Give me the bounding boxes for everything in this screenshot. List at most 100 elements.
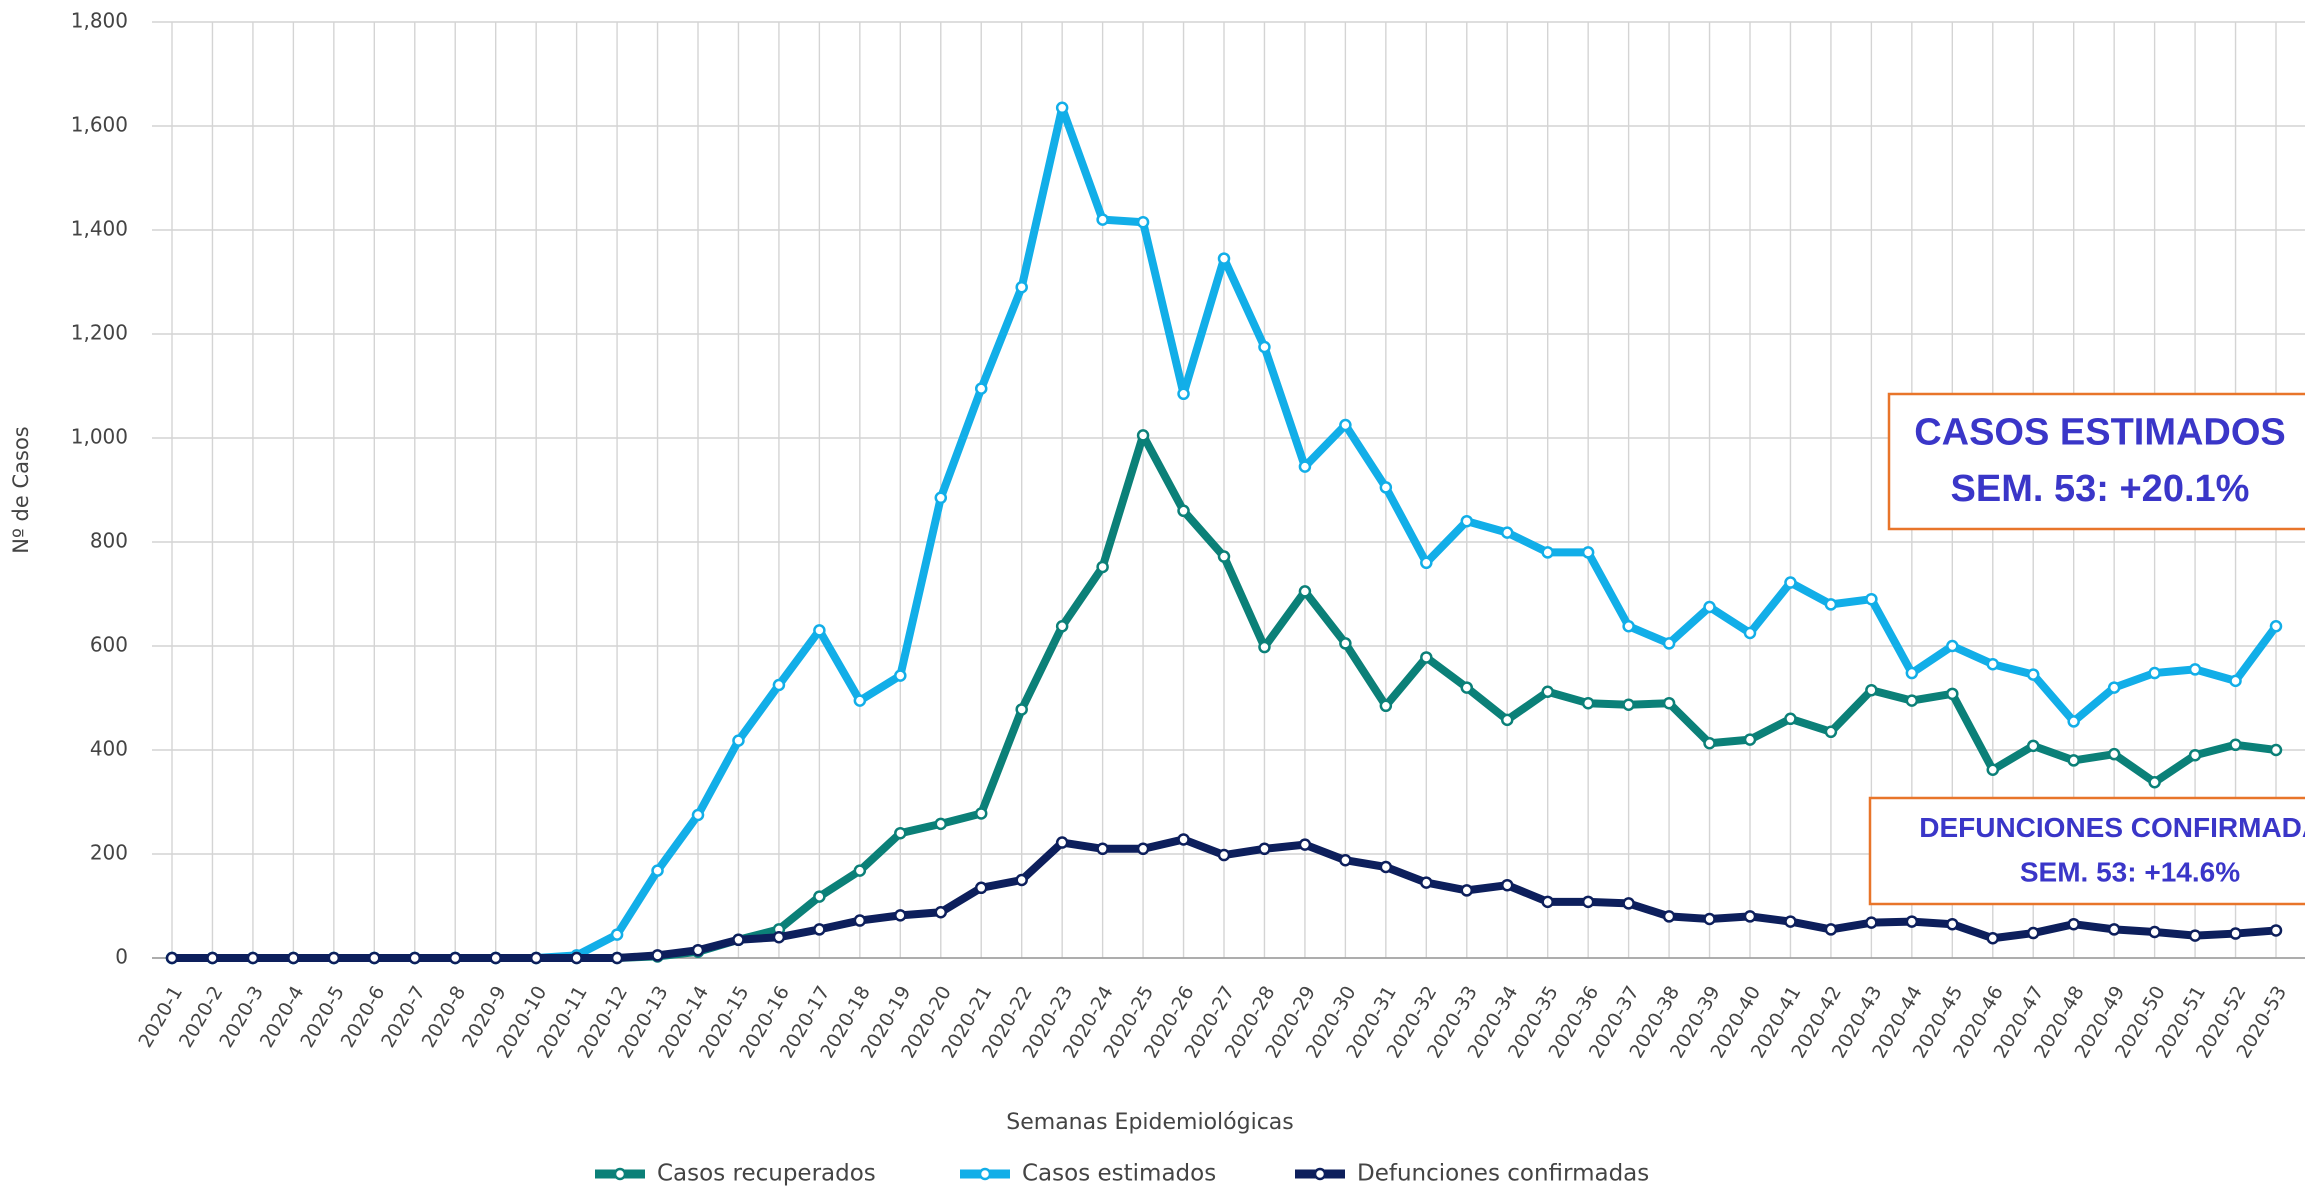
point <box>1905 666 1919 680</box>
point <box>2067 754 2080 767</box>
point <box>934 817 948 831</box>
point <box>1622 698 1635 712</box>
point <box>1743 910 1757 923</box>
point <box>894 909 907 922</box>
point <box>1865 683 1878 697</box>
point <box>813 890 826 903</box>
y-tick-label: 200 <box>90 841 128 865</box>
annotation-text: SEM. 53: +14.6% <box>2020 857 2240 888</box>
point <box>772 930 786 944</box>
point <box>327 951 341 965</box>
point <box>1460 884 1474 897</box>
point <box>610 928 624 941</box>
y-tick-label: 1,200 <box>71 321 128 345</box>
point <box>489 951 502 965</box>
point <box>408 951 422 965</box>
point <box>1298 838 1312 851</box>
point <box>368 951 381 965</box>
point <box>1865 592 1878 606</box>
point <box>1258 842 1271 856</box>
point <box>1258 640 1271 654</box>
point <box>732 734 745 747</box>
point <box>2148 775 2161 789</box>
y-tick-label: 800 <box>90 529 128 553</box>
legend-marker <box>1313 1167 1327 1181</box>
point <box>2229 674 2242 688</box>
point <box>1946 639 1959 653</box>
point <box>1500 713 1514 727</box>
x-axis-label: Semanas Epidemiológicas <box>1006 1110 1293 1135</box>
point <box>2148 666 2161 680</box>
point <box>2148 925 2161 939</box>
point <box>1986 931 2000 945</box>
point <box>2269 924 2283 937</box>
point <box>570 951 583 965</box>
point <box>1703 600 1716 614</box>
point <box>1824 923 1838 936</box>
point <box>1420 876 1433 889</box>
point <box>1743 733 1757 746</box>
point <box>853 914 867 927</box>
point <box>1500 526 1514 539</box>
point <box>206 951 219 965</box>
point <box>1946 687 1959 701</box>
point <box>1217 252 1231 265</box>
point <box>853 694 867 707</box>
point <box>1784 915 1797 928</box>
point <box>1217 848 1231 862</box>
legend-item: Casos recuperados <box>595 1161 876 1187</box>
point <box>1622 897 1635 910</box>
legend-label: Casos recuperados <box>657 1161 876 1187</box>
point <box>2026 926 2040 940</box>
annotation-text: CASOS ESTIMADOS <box>1914 412 2286 454</box>
point <box>1500 878 1514 892</box>
point <box>165 951 179 965</box>
legend-marker <box>613 1167 627 1181</box>
point <box>1015 703 1028 716</box>
point <box>813 923 826 936</box>
point <box>448 951 462 965</box>
point <box>529 951 543 965</box>
point <box>1339 853 1352 867</box>
point <box>934 491 948 505</box>
y-tick-label: 1,600 <box>71 113 128 137</box>
point <box>732 933 745 947</box>
point <box>2107 747 2121 761</box>
point <box>1541 895 1554 909</box>
point <box>1096 213 1109 226</box>
point <box>1379 481 1393 494</box>
y-tick-label: 0 <box>115 945 128 969</box>
point <box>1096 842 1109 856</box>
point <box>2067 917 2080 931</box>
y-tick-label: 1,400 <box>71 217 128 241</box>
y-tick-label: 600 <box>90 633 128 657</box>
annotation-text: DEFUNCIONES CONFIRMADAS <box>1919 812 2305 843</box>
point <box>1136 842 1150 856</box>
point <box>691 808 705 822</box>
legend-marker <box>978 1167 992 1181</box>
point <box>1743 626 1757 640</box>
point <box>1298 460 1312 473</box>
point <box>1177 387 1190 401</box>
point <box>974 881 988 895</box>
point <box>1946 917 1959 931</box>
point <box>651 949 664 962</box>
annotation-box <box>1868 796 2305 906</box>
y-tick-label: 1,000 <box>71 425 128 449</box>
point <box>1581 696 1595 710</box>
point <box>1784 576 1797 589</box>
point <box>691 943 705 957</box>
point <box>1986 763 2000 777</box>
point <box>1662 910 1676 923</box>
point <box>1865 916 1878 929</box>
point <box>2107 923 2121 936</box>
point <box>246 951 260 965</box>
legend-item: Defunciones confirmadas <box>1295 1161 1649 1187</box>
point <box>1015 873 1028 887</box>
annotation-box <box>1887 392 2305 531</box>
point <box>1055 836 1069 849</box>
point <box>1217 550 1231 563</box>
point <box>813 624 826 637</box>
point <box>2269 619 2283 633</box>
y-axis-label: Nº de Casos <box>9 426 33 553</box>
